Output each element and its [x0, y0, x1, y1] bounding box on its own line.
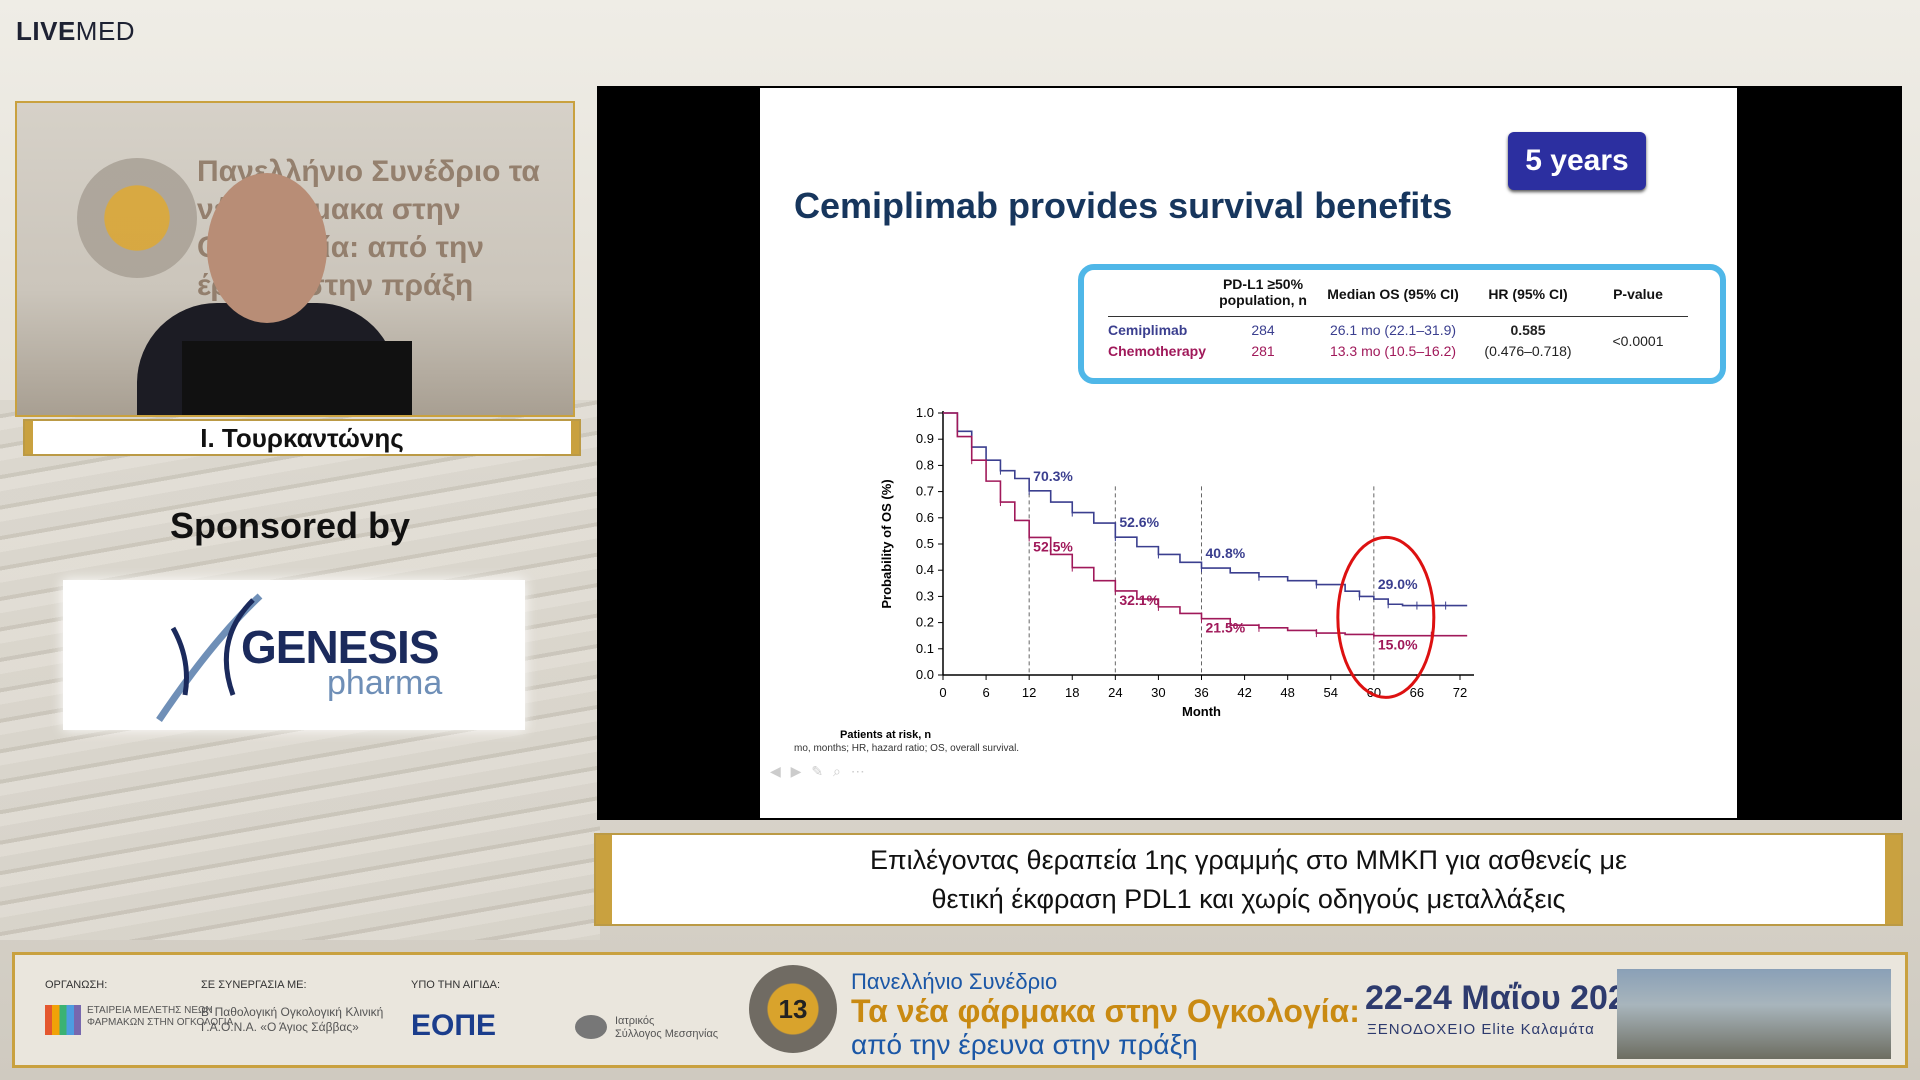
y-tick-label: 0.1	[916, 641, 934, 656]
slide-controls[interactable]: ◀ ▶ ✎ ⌕ ⋯	[760, 763, 865, 780]
y-tick-label: 0.2	[916, 615, 934, 630]
genesis-swoosh-icon	[156, 593, 263, 722]
x-tick-label: 30	[1151, 685, 1165, 700]
sponsor-logo: GENESIS pharma	[63, 580, 525, 730]
landmark-label: 15.0%	[1378, 637, 1418, 653]
y-tick-label: 0.3	[916, 588, 934, 603]
row-n-chemotherapy: 281	[1251, 343, 1275, 359]
landmark-label: 32.1%	[1119, 592, 1159, 608]
x-tick-label: 72	[1453, 685, 1467, 700]
landmark-label: 52.5%	[1033, 538, 1073, 554]
speaker-video: Πανελλήνιο Συνέδριο τα νέα φάρμακα στην …	[15, 101, 575, 417]
congress-title-2: Τα νέα φάρμακα στην Ογκολογία:	[851, 993, 1360, 1029]
auspices-label: ΥΠΟ ΤΗΝ ΑΙΓΙΔΑ:	[411, 979, 500, 991]
prev-icon[interactable]: ◀	[770, 763, 781, 779]
cooperation-label: ΣΕ ΣΥΝΕΡΓΑΣΙΑ ΜΕ:	[201, 979, 307, 991]
x-tick-label: 42	[1237, 685, 1251, 700]
congress-seal	[77, 158, 197, 278]
x-tick-label: 66	[1410, 685, 1424, 700]
row-arm-chemotherapy: Chemotherapy	[1108, 343, 1207, 359]
x-tick-label: 36	[1194, 685, 1208, 700]
eope-logo: ΕΟΠΕ	[411, 1009, 497, 1042]
km-chart: 0 6 12 18 24 30 36 42 48 54 60 66 720.00.10.20.30.40…	[840, 405, 1474, 741]
congress-dates: 22-24 Μαΐου 2025	[1365, 979, 1646, 1017]
slide-footnote: mo, months; HR, hazard ratio; OS, overal…	[794, 743, 1020, 754]
cooperation-name: Β' Παθολογική Ογκολογική Κλινική Γ.Α.Ο.Ν.…	[201, 1005, 384, 1034]
next-icon[interactable]: ▶	[790, 763, 802, 779]
row-hr-value: 0.585	[1510, 322, 1546, 338]
col-header-population: PD-L1 ≥50% population, n	[1219, 276, 1307, 308]
row-pvalue: <0.0001	[1612, 333, 1664, 349]
col-header-median: Median OS (95% CI)	[1327, 286, 1459, 302]
y-tick-label: 1.0	[916, 405, 934, 420]
y-tick-label: 0.9	[916, 431, 934, 446]
y-tick-label: 0.5	[916, 536, 934, 551]
x-tick-label: 48	[1280, 685, 1294, 700]
landmark-label: 70.3%	[1033, 468, 1073, 484]
col-header-hr: HR (95% CI)	[1488, 286, 1568, 302]
sponsored-label: Sponsored by	[170, 505, 411, 546]
presentation-slide: 5 years Cemiplimab provides survival ben…	[760, 88, 1737, 818]
row-median-chemotherapy: 13.3 mo (10.5–16.2)	[1329, 343, 1457, 359]
row-hr-ci: (0.476–0.718)	[1484, 343, 1572, 359]
x-tick-label: 6	[982, 685, 989, 700]
landmark-label: 40.8%	[1206, 545, 1246, 561]
results-box	[1078, 264, 1726, 384]
x-tick-label: 24	[1108, 685, 1122, 700]
session-caption: Επιλέγοντας θεραπεία 1ης γραμμής στο ΜΜΚ…	[596, 835, 1901, 924]
congress-seal-13: 13	[749, 965, 837, 1053]
organizer-logo-icon	[45, 1005, 81, 1035]
y-tick-label: 0.4	[916, 562, 934, 577]
x-tick-label: 18	[1065, 685, 1079, 700]
sponsor-logo-main: GENESIS	[241, 621, 440, 673]
col-header-pvalue: P-value	[1613, 286, 1663, 302]
y-tick-label: 0.6	[916, 510, 934, 525]
series-line-cemiplimab	[943, 412, 1468, 607]
landmark-label: 52.6%	[1119, 514, 1159, 530]
risk-table-label: Patients at risk, n	[840, 729, 931, 741]
pen-icon[interactable]: ✎	[811, 763, 824, 779]
congress-venue: ΞΕΝΟΔΟΧΕΙΟ Elite Καλαμάτα	[1367, 1021, 1595, 1038]
y-tick-label: 0.0	[916, 667, 934, 682]
landmark-label: 21.5%	[1206, 620, 1246, 636]
venue-photo	[1617, 969, 1891, 1059]
congress-title-1: Πανελλήνιο Συνέδριο	[851, 969, 1058, 994]
x-axis-title: Month	[1182, 704, 1221, 719]
speaker-name: Ι. Τουρκαντώνης	[25, 421, 579, 454]
caption-line-1: Επιλέγοντας θεραπεία 1ης γραμμής στο ΜΜΚ…	[869, 845, 1628, 875]
y-axis-title: Probability of OS (%)	[879, 479, 894, 608]
more-icon[interactable]: ⋯	[850, 763, 865, 779]
five-years-badge: 5 years	[1508, 132, 1646, 190]
highlight-circle	[1336, 535, 1436, 699]
livemed-logo: LIVEMED	[16, 16, 136, 46]
row-arm-cemiplimab: Cemiplimab	[1108, 322, 1188, 338]
caption-line-2: θετική έκφραση PDL1 και χωρίς οδηγούς με…	[931, 884, 1566, 914]
x-tick-label: 0	[939, 685, 946, 700]
congress-title-3: από την έρευνα στην πράξη	[851, 1029, 1198, 1060]
medical-society: Ιατρικός Σύλλογος Μεσσηνίας	[575, 1015, 718, 1041]
organizer-label: ΟΡΓΑΝΩΣΗ:	[45, 979, 108, 991]
x-tick-label: 12	[1022, 685, 1036, 700]
society-logo-icon	[575, 1015, 607, 1039]
zoom-icon[interactable]: ⌕	[832, 763, 841, 779]
row-n-cemiplimab: 284	[1251, 322, 1275, 338]
sponsor-logo-sub: pharma	[327, 664, 443, 702]
y-tick-label: 0.8	[916, 457, 934, 472]
congress-banner: ΟΡΓΑΝΩΣΗ: ΕΤΑΙΡΕΙΑ ΜΕΛΕΤΗΣ ΝΕΩΝ ΦΑΡΜΑΚΩΝ…	[12, 952, 1908, 1068]
slide-title: Cemiplimab provides survival benefits	[794, 185, 1453, 226]
row-median-cemiplimab: 26.1 mo (22.1–31.9)	[1329, 322, 1457, 338]
x-tick-label: 54	[1324, 685, 1338, 700]
laptop	[182, 341, 412, 415]
organizer-name: ΕΤΑΙΡΕΙΑ ΜΕΛΕΤΗΣ ΝΕΩΝ ΦΑΡΜΑΚΩΝ ΣΤΗΝ ΟΓΚΟ…	[45, 1005, 237, 1035]
y-tick-label: 0.7	[916, 484, 934, 499]
landmark-label: 29.0%	[1378, 576, 1418, 592]
